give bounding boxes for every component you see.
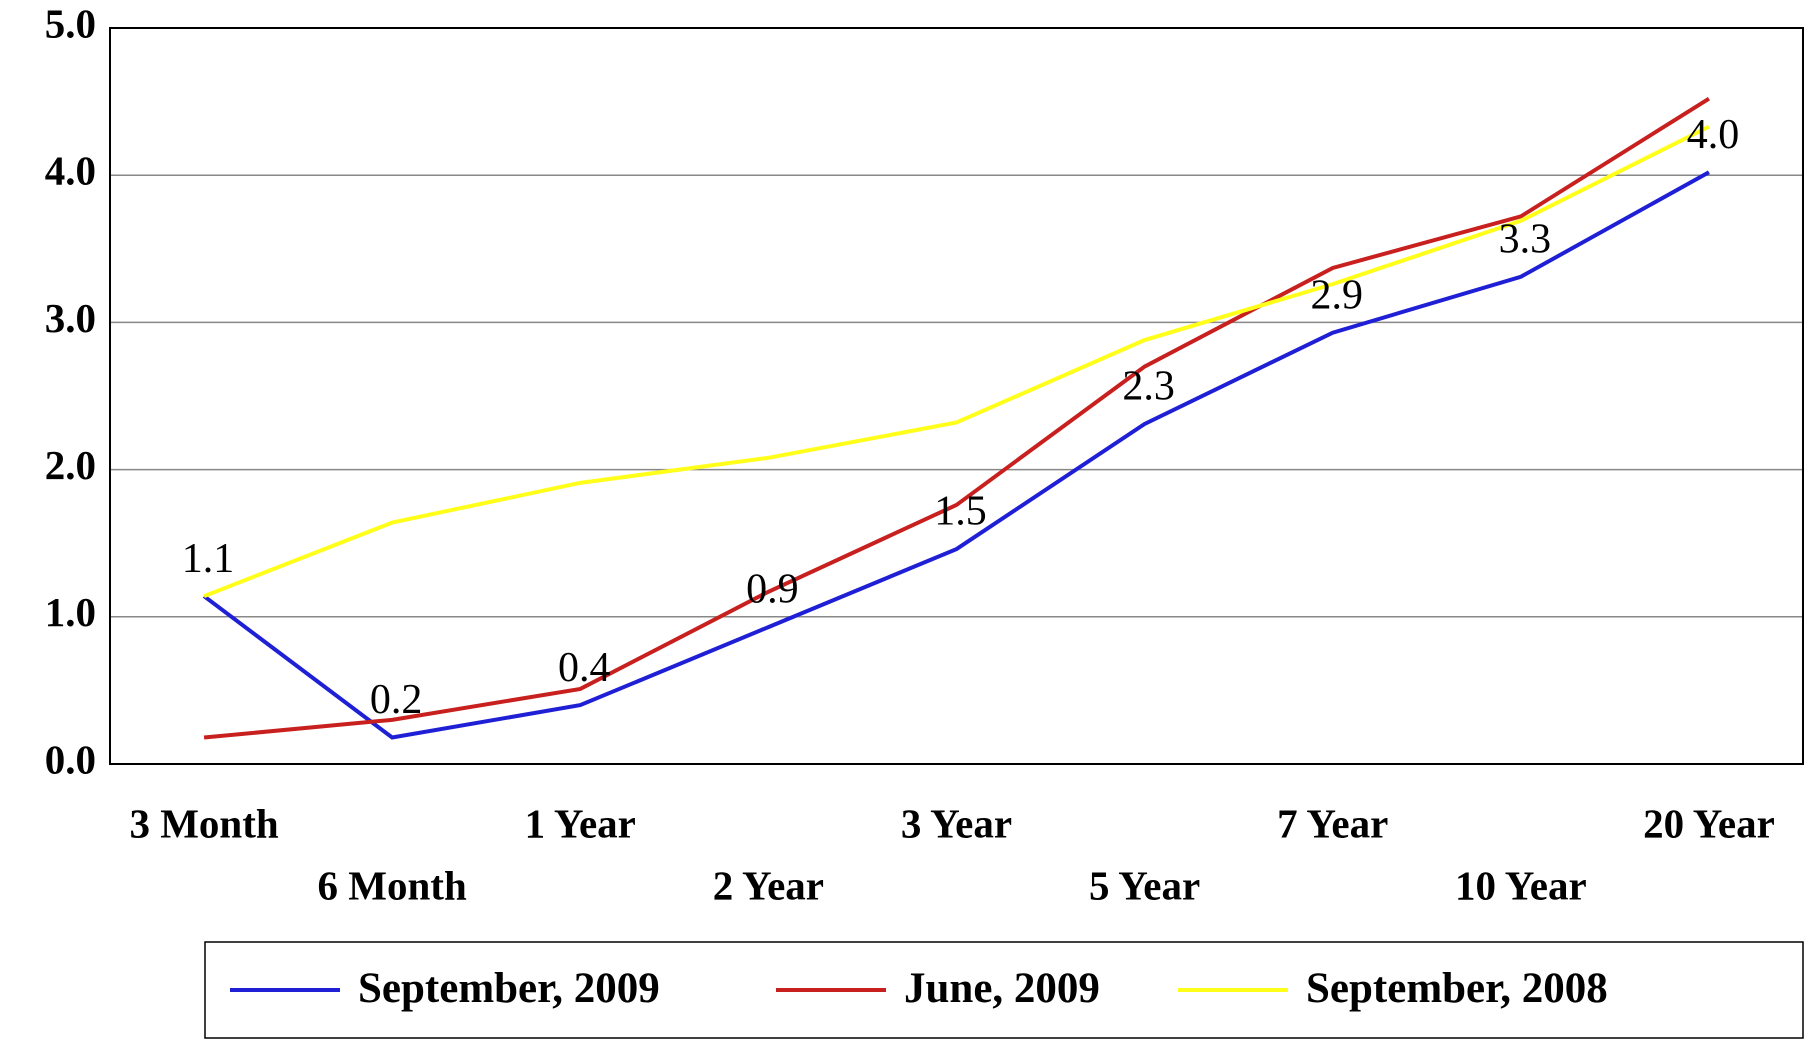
x-tick-label: 3 Month [129, 800, 278, 846]
y-tick-label: 1.0 [45, 589, 96, 635]
x-tick-label: 10 Year [1455, 862, 1587, 908]
data-label: 0.2 [370, 677, 423, 723]
series-line [202, 170, 1710, 740]
data-label: 2.3 [1122, 364, 1175, 410]
legend-box [204, 941, 1804, 1039]
legend-label: September, 2009 [358, 965, 660, 1012]
y-tick-label: 4.0 [45, 148, 96, 194]
plot-frame [109, 27, 1804, 765]
x-tick-label: 5 Year [1089, 862, 1200, 908]
data-label: 4.0 [1687, 112, 1740, 158]
x-tick-label: 6 Month [318, 862, 467, 908]
series-line [203, 96, 1711, 740]
x-tick-label: 3 Year [901, 800, 1012, 846]
data-label: 1.5 [934, 489, 987, 535]
series-line [203, 124, 1710, 599]
y-tick-label: 0.0 [45, 736, 96, 782]
data-label: 3.3 [1499, 216, 1552, 262]
y-tick-label: 5.0 [45, 0, 96, 46]
data-label: 2.9 [1310, 272, 1363, 318]
legend-label: June, 2009 [904, 965, 1100, 1012]
x-tick-label: 20 Year [1643, 800, 1775, 846]
data-label: 0.4 [558, 645, 611, 691]
legend-label: September, 2008 [1306, 965, 1608, 1012]
x-tick-label: 7 Year [1277, 800, 1388, 846]
data-label: 0.9 [746, 567, 799, 613]
data-label: 1.1 [182, 536, 235, 582]
x-tick-label: 1 Year [525, 800, 636, 846]
x-tick-label: 2 Year [713, 862, 824, 908]
y-tick-label: 3.0 [45, 295, 96, 341]
y-tick-label: 2.0 [45, 442, 96, 488]
